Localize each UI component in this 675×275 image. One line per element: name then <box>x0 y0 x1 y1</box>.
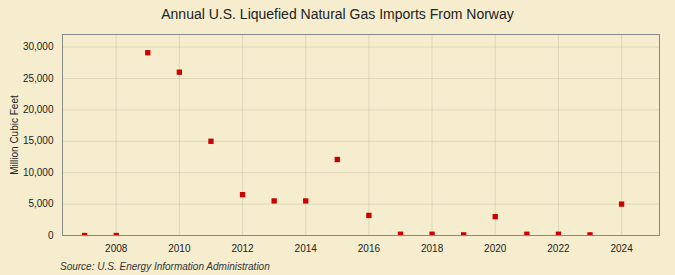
svg-text:Million Cubic Feet: Million Cubic Feet <box>9 95 20 175</box>
svg-text:2012: 2012 <box>231 243 254 254</box>
svg-text:10,000: 10,000 <box>23 167 54 178</box>
svg-text:5,000: 5,000 <box>28 198 53 209</box>
html-text:Annual U.S. Liquefied Natural: Annual U.S. Liquefied Natural Gas Import… <box>161 6 514 22</box>
svg-text:2016: 2016 <box>358 243 381 254</box>
svg-text:2024: 2024 <box>610 243 633 254</box>
svg-text:2020: 2020 <box>484 243 507 254</box>
svg-text:2008: 2008 <box>105 243 128 254</box>
svg-text:25,000: 25,000 <box>23 73 54 84</box>
svg-text:0: 0 <box>48 230 54 241</box>
svg-text:2014: 2014 <box>295 243 318 254</box>
svg-text:2022: 2022 <box>547 243 570 254</box>
svg-text:30,000: 30,000 <box>23 41 54 52</box>
svg-text:20,000: 20,000 <box>23 104 54 115</box>
svg-text:2018: 2018 <box>421 243 444 254</box>
svg-text:15,000: 15,000 <box>23 135 54 146</box>
html-text:Source: U.S. Energy Informatio: Source: U.S. Energy Information Administ… <box>60 261 270 272</box>
svg-text:2010: 2010 <box>168 243 191 254</box>
